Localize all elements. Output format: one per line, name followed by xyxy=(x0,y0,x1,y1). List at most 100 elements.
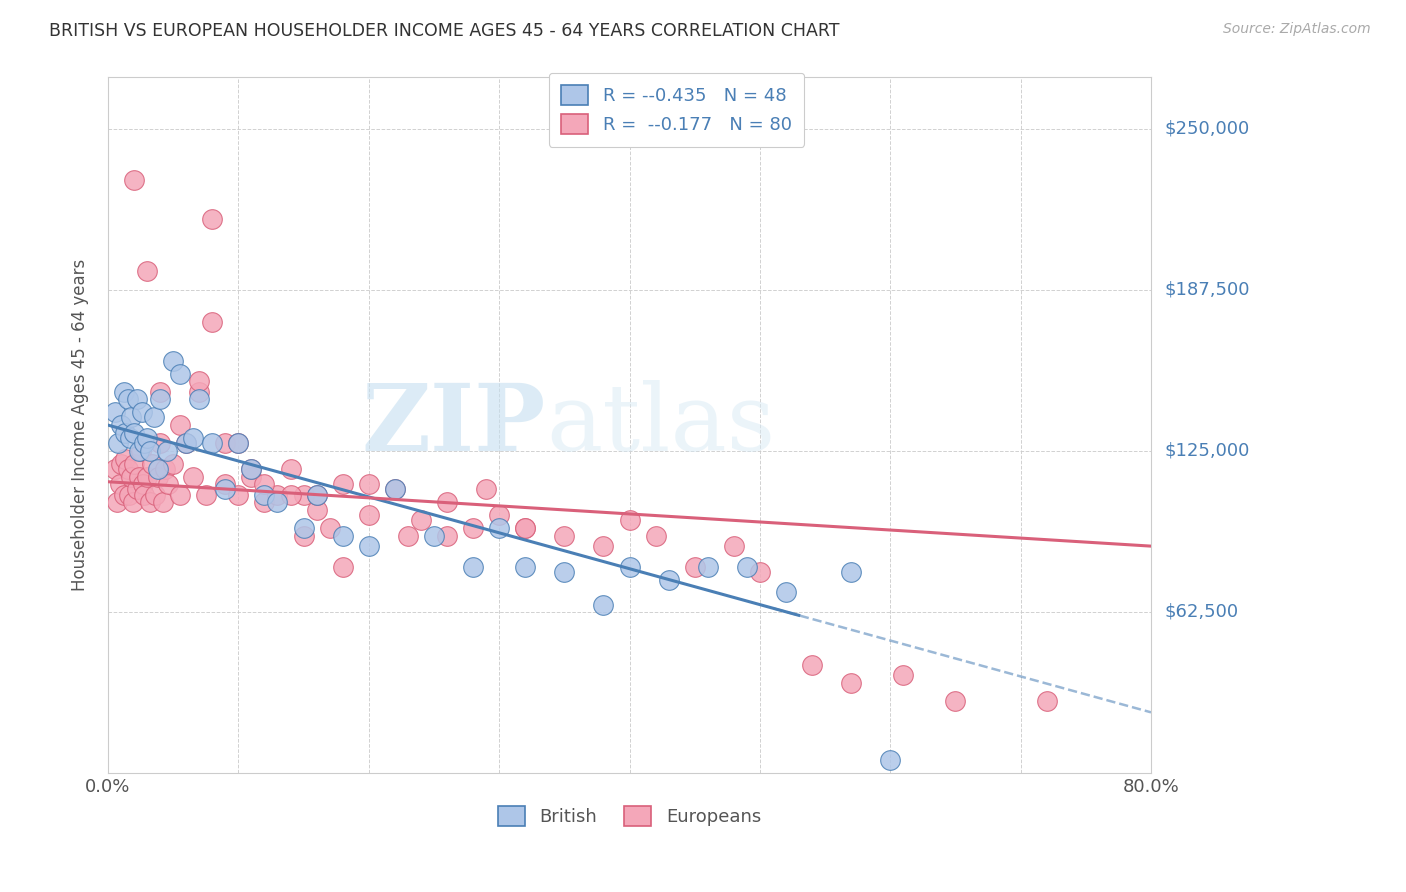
Point xyxy=(128,443,150,458)
Point xyxy=(114,425,136,440)
Point xyxy=(132,477,155,491)
Point xyxy=(240,462,263,476)
Point xyxy=(839,675,862,690)
Point xyxy=(891,668,914,682)
Point xyxy=(332,559,354,574)
Point xyxy=(305,488,328,502)
Point xyxy=(214,483,236,497)
Point xyxy=(292,521,315,535)
Point xyxy=(162,457,184,471)
Point xyxy=(149,436,172,450)
Point xyxy=(436,529,458,543)
Legend: British, Europeans: British, Europeans xyxy=(491,799,768,833)
Point xyxy=(103,462,125,476)
Point xyxy=(120,431,142,445)
Point xyxy=(121,495,143,509)
Point xyxy=(332,477,354,491)
Point xyxy=(475,483,498,497)
Point xyxy=(384,483,406,497)
Point xyxy=(748,565,770,579)
Point xyxy=(292,488,315,502)
Point xyxy=(118,488,141,502)
Point xyxy=(409,513,432,527)
Point xyxy=(775,585,797,599)
Point xyxy=(879,753,901,767)
Point xyxy=(461,559,484,574)
Point xyxy=(169,488,191,502)
Point xyxy=(228,436,250,450)
Point xyxy=(515,521,537,535)
Point xyxy=(228,488,250,502)
Point xyxy=(143,488,166,502)
Point xyxy=(619,513,641,527)
Point xyxy=(735,559,758,574)
Text: $250,000: $250,000 xyxy=(1166,120,1250,138)
Point xyxy=(201,436,224,450)
Point xyxy=(138,495,160,509)
Point xyxy=(619,559,641,574)
Point xyxy=(553,565,575,579)
Point xyxy=(266,495,288,509)
Point xyxy=(280,462,302,476)
Point xyxy=(169,367,191,381)
Point xyxy=(305,488,328,502)
Point xyxy=(515,559,537,574)
Point xyxy=(117,392,139,407)
Text: $62,500: $62,500 xyxy=(1166,603,1239,621)
Point xyxy=(120,469,142,483)
Point xyxy=(553,529,575,543)
Point xyxy=(839,565,862,579)
Point xyxy=(138,443,160,458)
Point xyxy=(488,521,510,535)
Text: $187,500: $187,500 xyxy=(1166,281,1250,299)
Point xyxy=(136,469,159,483)
Point xyxy=(214,436,236,450)
Point xyxy=(357,477,380,491)
Point xyxy=(436,495,458,509)
Point xyxy=(114,451,136,466)
Point xyxy=(128,469,150,483)
Point xyxy=(110,457,132,471)
Point xyxy=(122,425,145,440)
Point xyxy=(253,477,276,491)
Point xyxy=(318,521,340,535)
Point xyxy=(266,488,288,502)
Point xyxy=(357,539,380,553)
Text: $125,000: $125,000 xyxy=(1166,442,1250,460)
Point xyxy=(1035,693,1057,707)
Point xyxy=(592,599,614,613)
Point xyxy=(131,405,153,419)
Point xyxy=(253,488,276,502)
Point xyxy=(120,410,142,425)
Point xyxy=(515,521,537,535)
Point xyxy=(488,508,510,523)
Point xyxy=(110,418,132,433)
Point xyxy=(423,529,446,543)
Text: BRITISH VS EUROPEAN HOUSEHOLDER INCOME AGES 45 - 64 YEARS CORRELATION CHART: BRITISH VS EUROPEAN HOUSEHOLDER INCOME A… xyxy=(49,22,839,40)
Point xyxy=(155,462,177,476)
Point xyxy=(253,495,276,509)
Point xyxy=(169,418,191,433)
Point xyxy=(945,693,967,707)
Point xyxy=(305,503,328,517)
Point xyxy=(122,457,145,471)
Point xyxy=(117,462,139,476)
Point xyxy=(105,495,128,509)
Point xyxy=(134,488,156,502)
Point xyxy=(357,508,380,523)
Point xyxy=(188,374,211,388)
Point xyxy=(112,384,135,399)
Point xyxy=(801,657,824,672)
Point xyxy=(156,477,179,491)
Point xyxy=(696,559,718,574)
Point xyxy=(188,392,211,407)
Point xyxy=(201,315,224,329)
Point xyxy=(107,436,129,450)
Point xyxy=(644,529,666,543)
Point xyxy=(384,483,406,497)
Point xyxy=(280,488,302,502)
Point xyxy=(188,384,211,399)
Point xyxy=(125,392,148,407)
Point xyxy=(228,436,250,450)
Text: atlas: atlas xyxy=(546,380,775,470)
